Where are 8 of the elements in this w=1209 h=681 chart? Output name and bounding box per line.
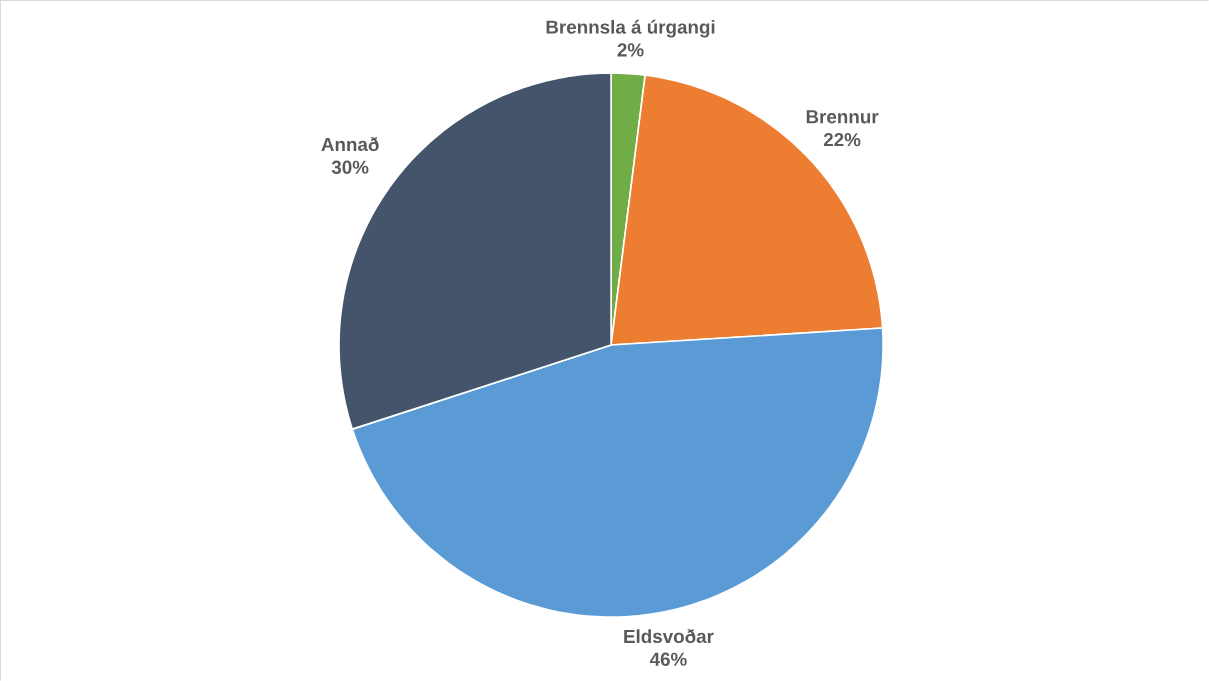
slice-label: Annað bbox=[321, 137, 379, 152]
data-label: 22% bbox=[823, 132, 861, 147]
data-label: 46% bbox=[649, 652, 687, 666]
slice-label: Eldsvoðar bbox=[624, 629, 714, 644]
slice-label: Brennur bbox=[806, 110, 879, 124]
data-label: 30% bbox=[331, 160, 369, 174]
slice-label: Brennsla á úrgangi bbox=[546, 19, 715, 38]
data-label: 2% bbox=[617, 43, 644, 57]
